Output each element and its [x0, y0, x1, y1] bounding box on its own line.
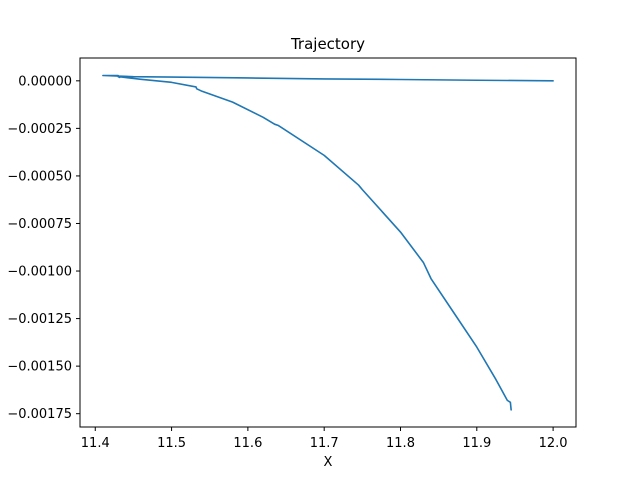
x-axis-label: X	[324, 455, 333, 470]
x-tick-label: 12.0	[539, 436, 568, 451]
plot-area	[102, 74, 554, 411]
y-tick-label: −0.00100	[7, 265, 72, 280]
y-tick-label: −0.00050	[7, 169, 72, 184]
y-axis: 0.00000 −0.00025 −0.00050 −0.00075 −0.00100 −…	[7, 74, 80, 422]
y-tick-label: −0.00150	[7, 360, 72, 375]
x-tick-label: 11.4	[81, 436, 110, 451]
y-tick-label: 0.00000	[18, 74, 72, 89]
x-tick-label: 11.8	[386, 436, 415, 451]
y-tick-label: −0.00125	[7, 312, 72, 327]
trajectory-series-line	[102, 74, 554, 411]
x-tick-label: 11.9	[462, 436, 491, 451]
x-axis: 11.4 11.5 11.6 11.7 11.8 11.9 12.0	[81, 427, 568, 451]
y-tick-label: −0.00025	[7, 122, 72, 137]
axes-frame	[79, 57, 577, 428]
x-tick-label: 11.6	[233, 436, 262, 451]
x-tick-label: 11.5	[157, 436, 186, 451]
x-tick-label: 11.7	[310, 436, 339, 451]
y-tick-label: −0.00175	[7, 407, 72, 422]
chart-title: Trajectory	[290, 35, 365, 53]
y-tick-label: −0.00075	[7, 217, 72, 232]
